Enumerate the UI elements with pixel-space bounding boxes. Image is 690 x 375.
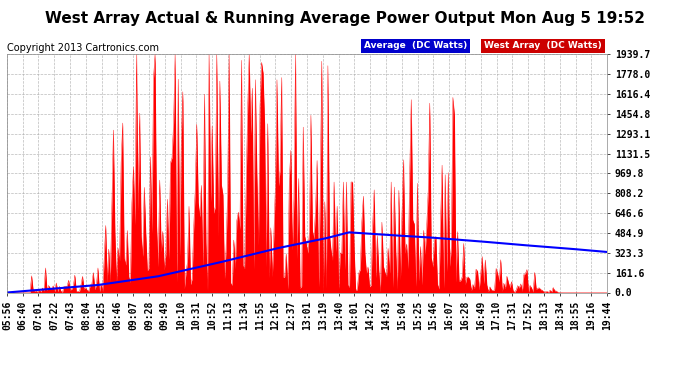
Text: Copyright 2013 Cartronics.com: Copyright 2013 Cartronics.com [7,43,159,53]
Text: Average  (DC Watts): Average (DC Watts) [364,41,467,50]
Text: West Array Actual & Running Average Power Output Mon Aug 5 19:52: West Array Actual & Running Average Powe… [45,11,645,26]
Text: West Array  (DC Watts): West Array (DC Watts) [484,41,602,50]
